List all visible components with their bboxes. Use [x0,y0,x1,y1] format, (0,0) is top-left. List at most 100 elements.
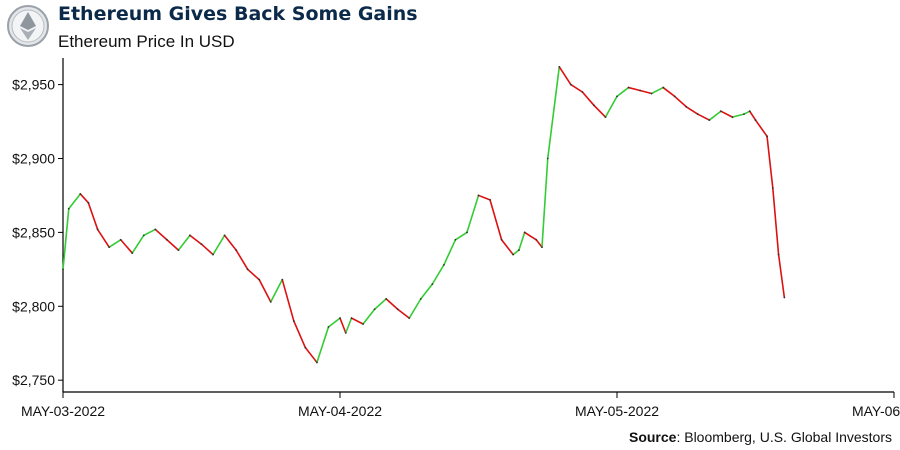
price-point [235,249,238,252]
price-point [546,157,549,160]
y-tick-label: $2,900 [12,150,55,166]
price-point [454,238,457,241]
source-note: Source: Bloomberg, U.S. Global Investors [629,429,892,445]
price-point [396,308,399,311]
price-segment [500,238,514,256]
price-point [431,283,434,286]
price-segment [269,278,284,303]
price-point [281,278,284,281]
price-segment [339,317,347,334]
price-point [200,243,203,246]
price-point [177,249,180,252]
price-segment [558,66,572,86]
price-segment [535,238,543,248]
price-point [708,119,711,121]
price-segment [223,234,237,251]
price-segment [200,243,214,256]
price-point [719,110,722,113]
price-segment [408,298,422,319]
x-tick-label: MAY-05-2022 [575,403,659,419]
x-tick-label: MAY-03-2022 [21,403,105,419]
price-segment [96,228,110,248]
price-point [362,323,364,325]
price-segment [108,238,122,248]
price-segment [570,83,584,93]
price-segment [431,264,445,285]
price-segment [166,238,180,251]
price-point [131,252,134,254]
y-tick-label: $2,750 [12,372,55,388]
price-point [304,346,307,349]
price-point [212,253,214,256]
price-segment [235,249,249,271]
price-point [685,105,688,108]
price-point [783,296,786,299]
price-point [777,253,780,256]
price-point [154,228,157,231]
price-point [344,331,347,334]
price-segment [385,298,399,311]
price-segment [154,228,168,241]
price-segment [293,320,307,349]
price-point [581,91,584,93]
price-segment [604,95,618,118]
price-segment [650,86,664,95]
price-point [673,95,676,98]
price-point [558,65,561,68]
price-segment [685,105,699,115]
price-point [67,207,70,210]
price-point [165,238,168,241]
price-segment [362,308,376,325]
price-segment [454,231,468,241]
price-point [419,297,422,300]
price-segment [119,238,134,254]
price-segment [748,110,757,121]
price-point [731,116,734,119]
price-point [627,86,630,89]
price-point [385,297,388,300]
price-segment [477,194,491,201]
x-tick-label: MAY-06-2022 [852,403,900,419]
price-segment [443,238,457,266]
price-point [748,110,751,113]
price-segment [593,104,607,118]
price-point [662,86,665,89]
price-point [541,246,543,249]
price-point [119,238,122,241]
price-point [373,308,376,311]
price-segment [489,199,503,241]
price-point [477,194,480,197]
x-tick-label: MAY-04-2022 [298,403,382,419]
price-point [523,231,526,234]
price-point [604,116,607,119]
price-point [535,238,538,241]
price-segment [62,207,70,271]
price-segment [546,66,561,160]
price-segment [673,95,688,108]
price-segment [327,317,341,328]
price-point [87,201,90,204]
price-segment [616,86,630,98]
price-point [246,268,249,271]
price-point [766,135,768,138]
price-segment [281,278,295,322]
y-tick-label: $2,850 [12,224,55,240]
source-text: : Bloomberg, U.S. Global Investors [676,429,892,445]
source-label: Source [628,429,677,445]
price-segment [512,249,520,256]
price-segment [627,86,641,92]
price-point [79,193,82,195]
price-segment [419,283,434,300]
price-point [696,113,699,116]
price-point [518,249,520,252]
price-segment [523,231,538,241]
price-point [408,317,411,320]
price-segment [350,317,364,325]
price-segment [662,86,676,98]
price-point [466,231,468,234]
price-segment [316,326,330,364]
price-point [512,253,515,256]
price-segment [189,234,203,246]
price-segment [720,110,734,118]
price-point [142,234,145,237]
